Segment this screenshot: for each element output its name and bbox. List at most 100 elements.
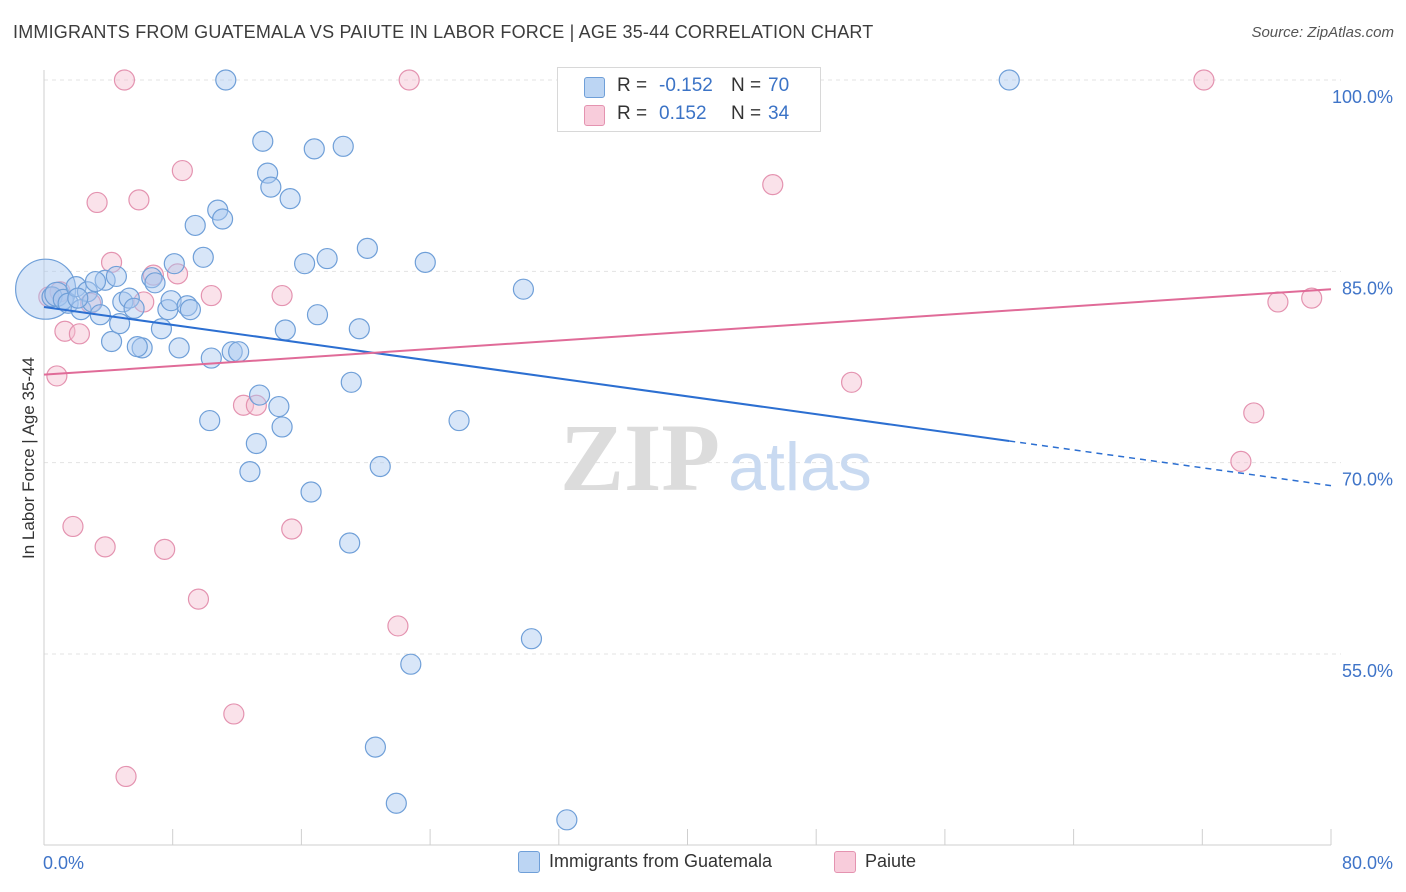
guatemala-point xyxy=(414,251,436,274)
guatemala-point xyxy=(356,237,378,259)
guatemala-trend-extension xyxy=(1009,440,1332,487)
x-tick-label: 80.0% xyxy=(1342,853,1393,873)
watermark-atlas: atlas xyxy=(728,429,872,505)
guatemala-point xyxy=(123,297,145,319)
guatemala-point xyxy=(252,130,274,152)
legend-swatch-blue xyxy=(584,77,605,98)
paiute-point xyxy=(232,394,255,416)
grid-layer xyxy=(44,79,1341,655)
chart-title: IMMIGRANTS FROM GUATEMALA VS PAIUTE IN L… xyxy=(13,22,874,42)
guatemala-point xyxy=(556,809,578,831)
guatemala-point xyxy=(200,347,222,369)
paiute-point xyxy=(1301,287,1323,309)
guatemala-point xyxy=(303,138,325,160)
guatemala-point xyxy=(239,460,261,483)
axis-layer xyxy=(43,70,1332,846)
guatemala-point xyxy=(340,371,362,393)
guatemala-point xyxy=(176,295,198,317)
paiute-point xyxy=(200,284,222,307)
paiute-point xyxy=(86,191,108,214)
guatemala-point xyxy=(248,384,271,406)
guatemala-point xyxy=(364,736,387,758)
guatemala-point xyxy=(385,792,407,814)
watermark: ZIP atlas xyxy=(560,404,872,511)
guatemala-point xyxy=(348,318,370,340)
watermark-zip: ZIP xyxy=(560,404,720,511)
legend-r-value: 0.152 xyxy=(659,103,707,124)
guatemala-point xyxy=(279,188,301,210)
bottom-legend-label: Immigrants from Guatemala xyxy=(549,851,773,871)
paiute-point xyxy=(387,615,409,637)
guatemala-point xyxy=(126,335,148,358)
guatemala-point xyxy=(512,278,535,300)
bottom-legend-guatemala: Immigrants from Guatemala xyxy=(518,851,772,877)
paiute-point xyxy=(62,515,84,538)
guatemala-point xyxy=(163,253,185,275)
paiute-point xyxy=(1267,291,1289,313)
guatemala-point xyxy=(211,208,234,230)
guatemala-point xyxy=(84,270,107,293)
trend-lines xyxy=(43,288,1332,487)
guatemala-point xyxy=(245,432,267,455)
guatemala-point xyxy=(260,176,282,198)
paiute-point xyxy=(1193,69,1215,91)
paiute-point xyxy=(128,189,150,211)
y-tick-label: 85.0% xyxy=(1342,278,1393,298)
paiute-point xyxy=(187,588,210,610)
guatemala-point xyxy=(300,481,322,503)
guatemala-point xyxy=(316,247,338,270)
guatemala-point xyxy=(332,135,354,157)
guatemala-point xyxy=(448,409,470,432)
guatemala-point xyxy=(271,416,293,438)
paiute-point xyxy=(223,703,245,725)
paiute-point xyxy=(271,284,293,307)
tick-labels: 100.0% 85.0% 70.0% 55.0% 0.0% 80.0% xyxy=(43,87,1393,873)
y-tick-label: 55.0% xyxy=(1342,661,1393,681)
guatemala-point xyxy=(998,69,1020,91)
guatemala-point xyxy=(179,299,201,321)
guatemala-point xyxy=(268,395,290,418)
guatemala-point xyxy=(67,287,89,309)
paiute-point xyxy=(94,536,116,558)
guatemala-point xyxy=(339,532,361,554)
guatemala-point xyxy=(257,162,279,184)
legend-row-paiute: R = 0.152 N = 34 xyxy=(558,100,820,128)
bottom-legend-label: Paiute xyxy=(865,851,917,871)
paiute-point xyxy=(171,159,193,182)
guatemala-point xyxy=(118,287,140,309)
paiute-point xyxy=(115,765,137,788)
paiute-point xyxy=(1230,450,1252,472)
paiute-point xyxy=(281,518,303,540)
legend-r-value: -0.152 xyxy=(659,75,713,96)
legend-n-label: N = xyxy=(731,103,762,124)
paiute-point xyxy=(1243,402,1265,424)
legend-r-label: R = xyxy=(617,103,648,124)
paiute-point xyxy=(68,323,90,345)
guatemala-point xyxy=(112,291,134,313)
guatemala-point xyxy=(228,341,250,363)
bottom-legend-swatch-blue xyxy=(518,851,540,874)
guatemala-point xyxy=(160,290,182,312)
paiute-point xyxy=(398,69,420,91)
correlation-legend: R = -0.152 N = 70 R = 0.152 N = 34 xyxy=(557,67,821,132)
guatemala-point xyxy=(369,455,391,478)
paiute-point xyxy=(113,69,136,91)
guatemala-point xyxy=(65,276,87,298)
paiute-point xyxy=(762,173,784,196)
x-tick-label: 0.0% xyxy=(43,853,84,873)
guatemala-point xyxy=(168,337,190,359)
legend-n-value: 70 xyxy=(768,75,790,96)
guatemala-point xyxy=(192,246,214,268)
guatemala-trend-line xyxy=(43,306,1010,442)
y-tick-label: 100.0% xyxy=(1332,87,1393,107)
paiute-point xyxy=(154,538,176,561)
source-note: Source: ZipAtlas.com xyxy=(1251,24,1394,41)
guatemala-point xyxy=(199,409,221,432)
bottom-legend-swatch-pink xyxy=(834,851,856,874)
legend-n-label: N = xyxy=(731,75,762,96)
guatemala-points xyxy=(15,69,1020,831)
paiute-trend-line xyxy=(43,288,1332,376)
paiute-point xyxy=(46,365,68,387)
guatemala-point xyxy=(400,653,422,675)
